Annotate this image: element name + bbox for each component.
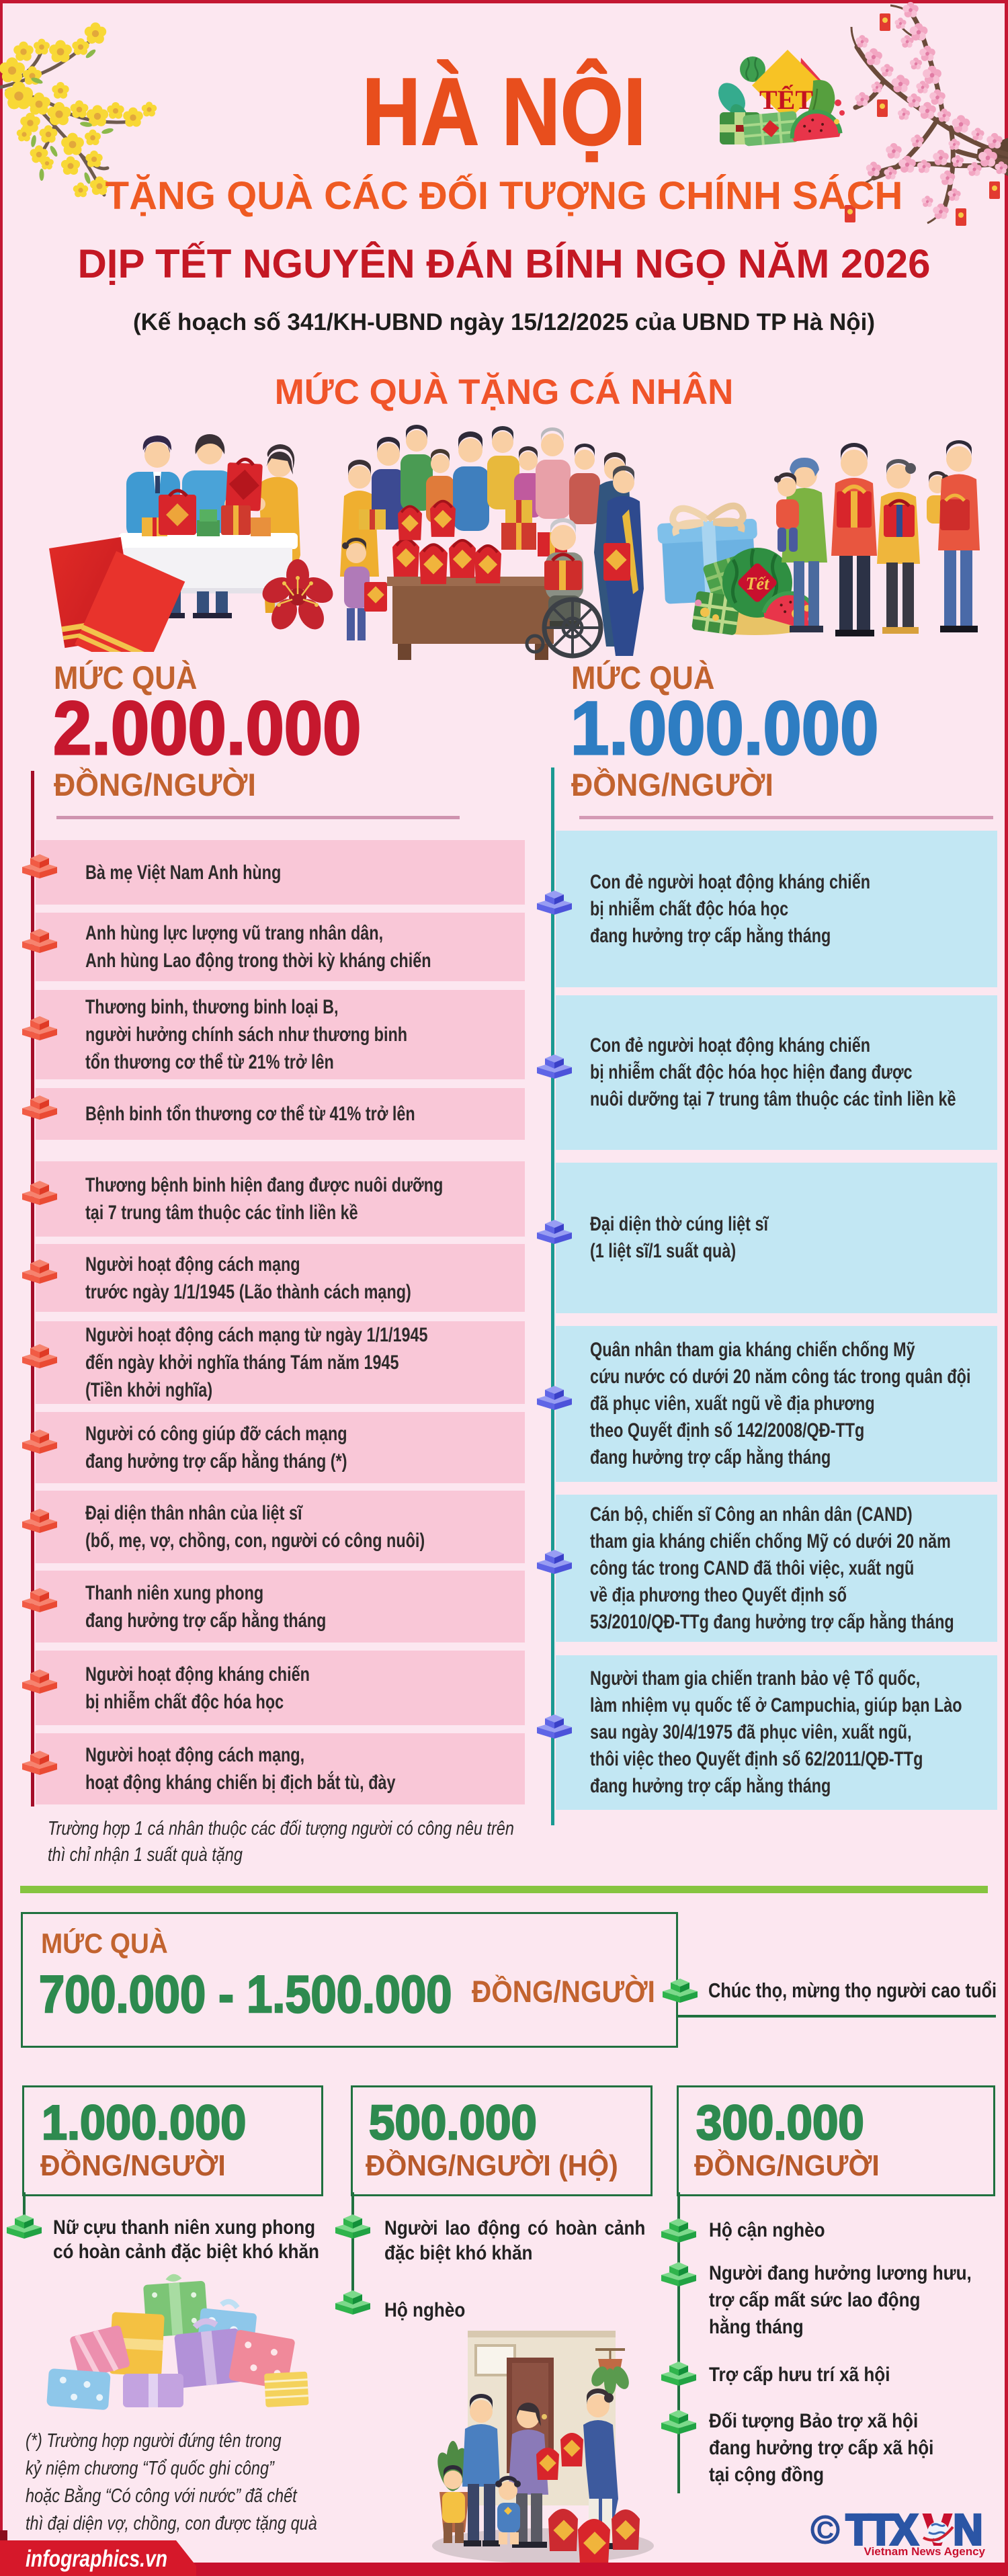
svg-text:Tết: Tết [746, 574, 769, 593]
svg-text:C: C [816, 2516, 834, 2544]
svg-text:TẾT: TẾT [759, 85, 813, 115]
svg-text:Vietnam News Agency: Vietnam News Agency [864, 2545, 986, 2558]
svg-text:TTX: TTX [846, 2506, 919, 2554]
svg-text:N: N [954, 2506, 980, 2554]
